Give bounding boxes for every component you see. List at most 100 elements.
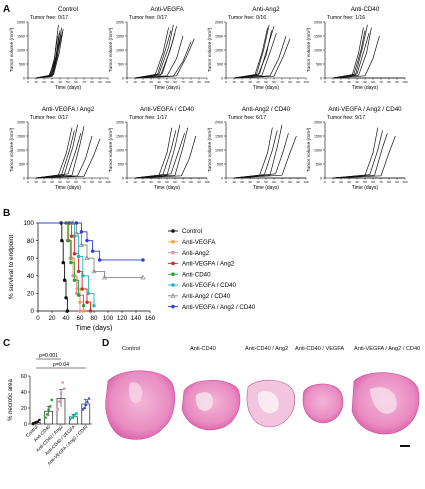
- y-tick-label: 1500: [116, 35, 124, 39]
- km-marker: [91, 268, 97, 274]
- tumor-panel-title: Anti-VEGFA: [150, 6, 184, 13]
- histology-sections: [105, 370, 420, 447]
- y-tick-label: 0: [122, 177, 124, 181]
- y-tick-label: 1000: [17, 49, 25, 53]
- legend-label: Anti-VEGFA / Ang2 / CD40: [182, 304, 256, 311]
- tumor-growth-line: [332, 133, 388, 179]
- y-tick-label: 1000: [215, 49, 223, 53]
- tumor-growth-line: [332, 130, 383, 179]
- tumor-free-label: Tumor free: 1/16: [327, 15, 365, 21]
- tumor-growth-line: [233, 26, 275, 79]
- x-tick-label: 0: [126, 80, 128, 84]
- x-tick-label: 50: [264, 180, 268, 184]
- x-tick-label: 0: [27, 80, 29, 84]
- legend-swatch-marker: [170, 292, 176, 298]
- km-x-axis-title: Time (days): [76, 325, 113, 332]
- y-tick-label: 0: [320, 177, 322, 181]
- y-tick-label: 500: [316, 63, 322, 67]
- y-tick-label: 0: [23, 77, 25, 81]
- histology-section-control: [105, 370, 176, 440]
- km-marker: [85, 300, 89, 304]
- x-tick-label: 50: [66, 180, 70, 184]
- tumor-growth-line: [233, 124, 283, 179]
- km-marker: [73, 230, 80, 236]
- x-tick-label: 80: [189, 80, 193, 84]
- x-tick-label: 0: [126, 180, 128, 184]
- histology-label-control: Control: [122, 346, 141, 352]
- bar-y-tick-label: 40: [21, 390, 27, 396]
- y-axis-title: Tumor volume (mm³): [9, 27, 15, 72]
- tumor-free-label: Tumor free: 0/17: [30, 15, 68, 21]
- bar-data-point: [87, 396, 91, 400]
- bar-data-point: [70, 416, 73, 419]
- km-marker: [76, 269, 81, 274]
- histology-label-anti-cd40-ang2: Anti-CD40 / Ang2: [245, 346, 289, 352]
- y-tick-label: 0: [320, 77, 322, 81]
- km-marker: [86, 291, 91, 296]
- x-tick-label: 30: [347, 180, 351, 184]
- x-tick-label: 80: [90, 180, 94, 184]
- x-axis-title: Time (days): [352, 185, 379, 191]
- y-tick-label: 500: [118, 63, 124, 67]
- legend-swatch-marker: [171, 283, 175, 287]
- tumor-free-label: Tumor free: 0/16: [228, 15, 266, 21]
- x-tick-label: 20: [339, 180, 343, 184]
- y-tick-label: 2000: [215, 121, 223, 125]
- x-tick-label: 20: [141, 180, 145, 184]
- x-tick-label: 100: [402, 80, 407, 84]
- bar-data-point: [73, 413, 77, 416]
- tumor-growth-line: [35, 138, 101, 179]
- bar-data-point: [36, 420, 39, 423]
- y-axis-title: Tumor volume (mm³): [108, 127, 114, 172]
- tumor-growth-line: [134, 41, 192, 79]
- y-tick-label: 1500: [314, 35, 322, 39]
- histology-label-triple: Anti-VEGFA / Ang2 / CD40: [354, 346, 421, 352]
- x-axis-title: Time (days): [253, 85, 280, 91]
- x-tick-label: 60: [371, 80, 375, 84]
- y-tick-label: 1000: [215, 149, 223, 153]
- km-marker: [69, 234, 74, 238]
- bar-data-point: [49, 405, 52, 408]
- bar-data-point: [63, 387, 66, 390]
- tumor-growth-line: [35, 135, 93, 179]
- tumor-growth-line: [332, 135, 396, 179]
- km-marker: [61, 260, 65, 265]
- y-tick-label: 1000: [116, 149, 124, 153]
- x-tick-label: 40: [157, 80, 161, 84]
- x-tick-label: 100: [105, 80, 110, 84]
- legend-label: Anti-VEGFA / Ang2: [182, 261, 235, 268]
- bar-data-point: [58, 400, 61, 403]
- x-axis-title: Time (days): [154, 185, 181, 191]
- tumor-growth-line: [134, 127, 189, 179]
- x-tick-label: 10: [232, 80, 236, 84]
- y-axis-title: Tumor volume (mm³): [207, 27, 213, 72]
- x-tick-label: 60: [74, 180, 78, 184]
- bar-data-point: [56, 408, 59, 411]
- bar-data-point: [72, 414, 75, 418]
- tumor-panel-title: Anti-VEGFA / CD40: [140, 106, 195, 113]
- km-marker: [88, 309, 93, 313]
- legend-swatch-marker: [171, 261, 175, 266]
- km-marker: [141, 258, 145, 262]
- x-tick-label: 60: [272, 180, 276, 184]
- tumor-panel-title: Anti-CD40: [351, 6, 380, 13]
- km-marker: [72, 252, 77, 256]
- p-value-label: p=0.001: [39, 353, 58, 359]
- x-tick-label: 40: [355, 180, 359, 184]
- x-tick-label: 70: [181, 80, 185, 84]
- km-marker: [68, 256, 72, 260]
- y-tick-label: 1000: [17, 149, 25, 153]
- km-y-tick-label: 0: [30, 308, 34, 315]
- tumor-free-label: Tumor free: 0/17: [129, 15, 167, 21]
- km-curve: [38, 222, 91, 311]
- km-x-tick-label: 100: [103, 315, 114, 322]
- y-tick-label: 0: [122, 77, 124, 81]
- x-tick-label: 80: [387, 180, 391, 184]
- panel-a-letter: A: [3, 4, 11, 15]
- y-tick-label: 0: [221, 177, 223, 181]
- x-tick-label: 70: [82, 80, 86, 84]
- scale-bar: [400, 445, 410, 447]
